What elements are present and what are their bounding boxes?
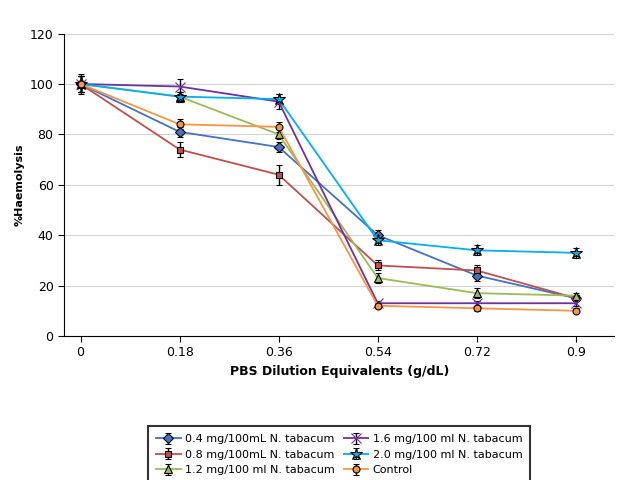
- Y-axis label: %Haemolysis: %Haemolysis: [14, 144, 24, 226]
- X-axis label: PBS Dilution Equivalents (g/dL): PBS Dilution Equivalents (g/dL): [230, 365, 449, 378]
- Legend: 0.4 mg/100mL N. tabacum, 0.8 mg/100mL N. tabacum, 1.2 mg/100 ml N. tabacum, 1.6 : 0.4 mg/100mL N. tabacum, 0.8 mg/100mL N.…: [148, 426, 530, 480]
